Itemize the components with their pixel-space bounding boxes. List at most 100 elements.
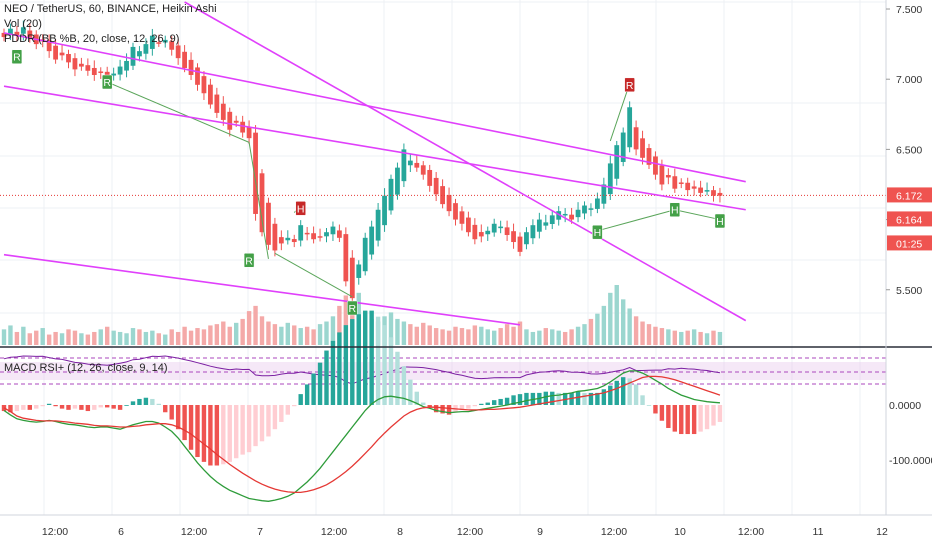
signal-line <box>3 375 721 494</box>
volume-bar <box>414 326 419 345</box>
volume-bar <box>614 285 619 345</box>
macd-histogram-bar <box>517 394 523 405</box>
macd-histogram-bar <box>201 405 207 462</box>
volume-bar <box>272 324 278 345</box>
signal-marker-label: H <box>297 203 305 215</box>
macd-histogram-bar <box>550 391 555 405</box>
macd-histogram-bar <box>666 405 671 428</box>
macd-histogram-bar <box>105 405 110 408</box>
time-tick-label: 12 <box>876 526 888 538</box>
signal-marker-label: R <box>103 77 111 89</box>
volume-bar <box>111 330 116 345</box>
legend-pddr-text: PDDR (BB %B, 20, close, 12, 26, 9) <box>4 33 180 45</box>
volume-bar <box>124 333 129 345</box>
legend-macd[interactable]: MACD RSI+ (12, 26, close, 9, 14) <box>4 361 168 376</box>
macd-histogram-bar <box>8 405 13 413</box>
macd-histogram-bar <box>633 384 639 405</box>
macd-histogram-bar <box>53 405 58 407</box>
volume-bar <box>285 322 290 345</box>
volume-bar <box>304 326 310 345</box>
macd-histogram-bar <box>117 405 123 410</box>
prev-price-tag <box>887 211 932 227</box>
candle-body <box>491 223 497 233</box>
candle-body <box>440 186 445 205</box>
candle-body <box>72 58 78 70</box>
macd-histogram-bar <box>363 310 368 405</box>
macd-histogram-bar <box>433 405 439 413</box>
macd-histogram-bar <box>175 405 181 430</box>
volume-bar <box>59 333 65 345</box>
grid-lines <box>0 0 886 515</box>
legend-pddr[interactable]: PDDR (BB %B, 20, close, 12, 26, 9) <box>4 32 179 47</box>
macd-histogram-bar <box>608 385 613 405</box>
volume-bar <box>1 329 7 345</box>
candle-body <box>169 41 175 50</box>
macd-histogram-bar <box>214 405 220 466</box>
price-tick-label: 7.500 <box>896 4 922 16</box>
macd-histogram-bar <box>266 405 271 437</box>
volume-bar <box>337 305 342 345</box>
legend-vol-text: Vol (20) <box>4 18 42 30</box>
volume-bar <box>569 329 574 345</box>
macd-histogram-bar <box>40 405 45 407</box>
candle-body <box>130 46 136 66</box>
volume-bar <box>92 331 97 345</box>
macd-histogram-bar <box>182 405 187 441</box>
candle-body <box>472 224 478 240</box>
volume-bar <box>556 330 561 345</box>
volume-bar <box>685 330 690 345</box>
candle-body <box>272 223 278 251</box>
candle-body <box>459 211 465 224</box>
volume-bar <box>34 330 39 345</box>
macd-histogram-bar <box>27 405 32 410</box>
candle-body <box>562 213 568 216</box>
time-tick-label: 12:00 <box>42 526 68 538</box>
candle-body <box>343 234 349 282</box>
candle-body <box>433 177 439 195</box>
legend-vol[interactable]: Vol (20) <box>4 17 42 32</box>
volume-bar <box>253 305 258 345</box>
volume-bar <box>440 329 445 345</box>
macd-histogram-bar <box>259 405 265 442</box>
candle-body <box>466 217 471 233</box>
legend-main[interactable]: NEO / TetherUS, 60, BINANCE, Heikin Ashi <box>4 2 217 17</box>
macd-histogram-bar <box>498 398 503 405</box>
macd-histogram-bar <box>685 405 690 435</box>
volume-bar <box>550 329 555 345</box>
candle-body <box>369 226 375 255</box>
trendline <box>3 85 746 211</box>
macd-histogram-bar <box>511 395 516 405</box>
candle-body <box>195 67 200 85</box>
candle-body <box>678 182 684 184</box>
volume-bar <box>117 331 123 345</box>
candle-body <box>665 175 671 178</box>
volume-bar <box>317 324 323 345</box>
volume-bar <box>433 328 439 345</box>
macd-histogram-bar <box>92 405 97 410</box>
trendlines[interactable] <box>3 1 747 326</box>
volume-bar <box>40 328 45 345</box>
candle-body <box>698 187 703 193</box>
candle-body <box>704 190 710 192</box>
volume-bar <box>221 321 226 345</box>
candle-body <box>162 39 168 43</box>
volume-bar <box>85 334 91 345</box>
signal-marker-label: R <box>13 52 21 64</box>
time-tick-label: 12:00 <box>181 526 207 538</box>
volume-bar <box>188 330 194 345</box>
volume-bar <box>511 326 516 345</box>
candle-body <box>582 205 587 214</box>
volume-bar <box>698 331 703 345</box>
trendline <box>3 253 521 326</box>
countdown-tag <box>887 235 932 251</box>
candle-body <box>91 67 97 75</box>
macd-histogram-bar <box>240 405 245 455</box>
macd-histogram-bar <box>421 402 426 405</box>
candle-body <box>407 160 413 166</box>
macd-histogram-bar <box>459 405 465 410</box>
candle-body <box>620 132 626 162</box>
macd-histogram-bar <box>311 373 316 405</box>
candle-body <box>304 232 310 235</box>
candle-body <box>498 226 504 229</box>
